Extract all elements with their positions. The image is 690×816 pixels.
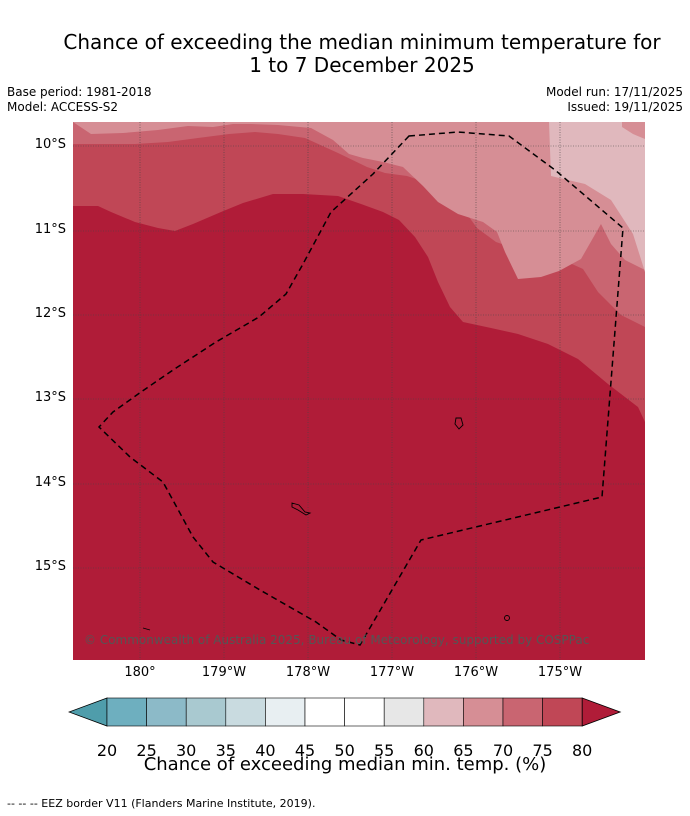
colorbar-segment — [185, 697, 227, 727]
colorbar-segment — [146, 697, 187, 727]
colorbar-tick-label: 80 — [572, 741, 593, 760]
lat-label-12s: 12°S — [34, 306, 66, 321]
lat-label-13s: 13°S — [34, 390, 66, 405]
colorbar-tick-label: 50 — [334, 741, 355, 760]
colorbar-tick-label: 65 — [453, 741, 474, 760]
colorbar-segment — [463, 697, 504, 727]
eez-border — [97, 131, 624, 646]
lon-label-176w: 176°W — [453, 665, 499, 680]
island-shape — [291, 502, 312, 516]
colorbar-segment — [344, 697, 385, 727]
eez-footnote: -- -- -- EEZ border V11 (Flanders Marine… — [7, 797, 316, 810]
colorbar-tick-label: 25 — [136, 741, 157, 760]
colorbar-tick-label: 40 — [255, 741, 276, 760]
map-panel: © Commonwealth of Australia 2025, Bureau… — [73, 122, 645, 660]
colorbar-segment — [542, 697, 583, 727]
colorbar-tick-label: 55 — [374, 741, 395, 760]
lat-label-11s: 11°S — [34, 222, 66, 237]
island-shape — [454, 417, 464, 430]
colorbar-segment — [423, 697, 464, 727]
colorbar-under-arrow — [67, 697, 108, 727]
lon-label-179w: 179°W — [201, 665, 247, 680]
lon-label-177w: 177°W — [369, 665, 415, 680]
lon-label-180: 180° — [124, 665, 156, 680]
colorbar-segment — [304, 697, 345, 727]
island-shape — [142, 627, 151, 631]
base-period: Base period: 1981-2018 — [7, 85, 152, 99]
island-shape — [504, 615, 510, 621]
band-65-70-corner — [622, 122, 645, 139]
issued-date: Issued: 19/11/2025 — [567, 100, 683, 114]
chart-title: Chance of exceeding the median minimum t… — [0, 31, 690, 77]
meta-right: Model run: 17/11/2025 Issued: 19/11/2025 — [546, 85, 683, 115]
colorbar — [67, 697, 624, 732]
lat-label-10s: 10°S — [34, 137, 66, 152]
colorbar-tick-label: 30 — [176, 741, 197, 760]
lat-label-15s: 15°S — [34, 559, 66, 574]
colorbar-segment — [383, 697, 425, 727]
model-name: Model: ACCESS-S2 — [7, 100, 119, 114]
lat-label-14s: 14°S — [34, 475, 66, 490]
colorbar-tick-label: 20 — [96, 741, 118, 760]
colorbar-over-arrow — [581, 697, 622, 727]
title-line-2: 1 to 7 December 2025 — [249, 53, 475, 77]
band-65-70 — [73, 122, 645, 279]
colorbar-segment — [106, 697, 147, 727]
colorbar-tick-label: 45 — [294, 741, 316, 760]
colorbar-tick-label: 75 — [532, 741, 553, 760]
lon-label-178w: 178°W — [285, 665, 331, 680]
colorbar-title: Chance of exceeding median min. temp. (%… — [143, 754, 547, 775]
graticule — [73, 122, 645, 660]
band-60-65 — [549, 122, 645, 272]
colorbar-tick-label: 70 — [492, 741, 514, 760]
colorbar-tick-label: 35 — [215, 741, 236, 760]
forecast-map — [73, 122, 645, 660]
meta-left: Base period: 1981-2018 Model: ACCESS-S2 — [7, 85, 152, 115]
colorbar-segment — [265, 697, 306, 727]
copyright-notice: © Commonwealth of Australia 2025, Bureau… — [84, 633, 590, 647]
colorbar-svg — [67, 697, 622, 727]
islands — [142, 417, 510, 631]
lon-label-175w: 175°W — [537, 665, 583, 680]
colorbar-segment — [502, 697, 543, 727]
model-run: Model run: 17/11/2025 — [545, 85, 683, 99]
colorbar-segment — [225, 697, 266, 727]
title-line-1: Chance of exceeding the median minimum t… — [63, 30, 661, 54]
colorbar-tick-label: 60 — [413, 741, 434, 760]
